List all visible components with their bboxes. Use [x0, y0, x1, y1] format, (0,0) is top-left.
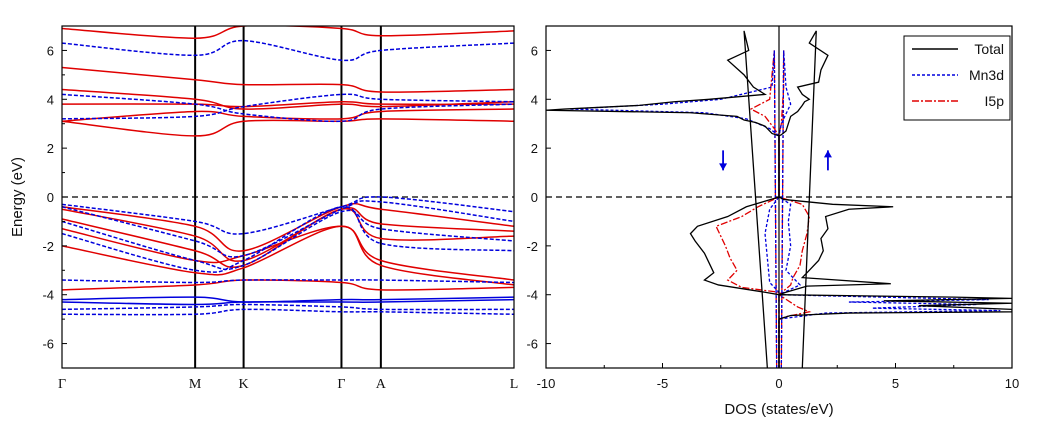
band-line-spin-a: [62, 118, 514, 137]
dos-x-axis-title: DOS (states/eV): [724, 401, 833, 418]
dos-y-tick-label: -4: [526, 288, 538, 303]
band-line-spin-b: [62, 298, 514, 306]
band-line-spin-a: [62, 66, 514, 93]
dos-curve-i5p-up: [777, 50, 812, 368]
dos-legend: Total Mn3d I5p: [903, 35, 1011, 121]
band-line-spin-b: [62, 39, 514, 62]
band-line-spin-b: [62, 93, 514, 123]
kpoint-label: L: [510, 377, 519, 392]
dos-curve-total-down: [546, 30, 780, 368]
dos-x-tick-label: 0: [775, 376, 782, 391]
spin-down-arrow-head: [719, 163, 728, 171]
kpoint-label: M: [189, 377, 202, 392]
dos-y-tick-label: 4: [531, 92, 538, 107]
band-y-tick-label: -6: [42, 337, 54, 352]
legend-label-mn3d: Mn3d: [969, 67, 1004, 83]
dos-y-tick-label: 2: [531, 141, 538, 156]
band-structure-panel: -6 -4 -2 0 2 4 6 Γ M K Γ A L Energy (eV): [9, 25, 518, 392]
dos-curve-total-up: [778, 30, 1012, 368]
band-line-spin-a: [62, 208, 514, 268]
legend-label-total: Total: [974, 41, 1004, 57]
kpoint-label: Γ: [337, 377, 345, 392]
band-line-spin-a: [62, 100, 514, 108]
band-y-tick-label: 0: [47, 190, 54, 205]
band-line-spin-b: [62, 279, 514, 284]
legend-box: [903, 35, 1011, 121]
band-line-spin-b: [62, 196, 514, 235]
dos-x-tick-label: 10: [1005, 376, 1019, 391]
dos-y-tick-label: 0: [531, 190, 538, 205]
dos-x-ticks: -10 -5 0 5 10: [537, 363, 1019, 391]
dos-y-tick-label: -2: [526, 239, 538, 254]
band-line-spin-b: [62, 200, 514, 258]
dos-panel: -10 -5 0 5 10 -6 -4 -2 0 2 4 6 DOS (states/eV) Tot…: [526, 25, 1019, 418]
dos-curve-mn3d-down: [569, 50, 780, 368]
band-line-spin-b: [62, 93, 514, 120]
band-line-spin-a: [62, 207, 514, 262]
band-y-axis-title: Energy (eV): [9, 157, 26, 237]
band-line-spin-b: [62, 296, 514, 303]
legend-label-i5p: I5p: [985, 93, 1005, 109]
band-line-spin-a: [62, 225, 514, 281]
band-line-spin-a: [62, 26, 514, 39]
band-y-tick-label: 6: [47, 43, 54, 58]
kpoint-label: Γ: [58, 377, 66, 392]
dos-y-tick-label: -6: [526, 337, 538, 352]
spin-up-arrow-head: [823, 150, 832, 158]
dos-y-tick-label: 6: [531, 43, 538, 58]
band-y-ticks: -6 -4 -2 0 2 4 6: [42, 25, 67, 352]
band-y-tick-label: -2: [42, 239, 54, 254]
band-lines: [62, 26, 514, 316]
dos-x-tick-label: -10: [537, 376, 556, 391]
band-line-spin-a: [62, 88, 514, 110]
band-y-tick-label: 2: [47, 141, 54, 156]
band-line-spin-b: [62, 303, 514, 311]
band-line-spin-a: [62, 225, 514, 286]
band-grid: [62, 26, 514, 368]
band-y-tick-label: 4: [47, 92, 54, 107]
kpoint-label: A: [376, 377, 387, 392]
dos-y-ticks: -6 -4 -2 0 2 4 6: [526, 43, 551, 352]
band-line-spin-a: [62, 108, 514, 123]
spin-arrows: [719, 150, 832, 171]
dos-x-tick-label: -5: [657, 376, 669, 391]
band-line-spin-b: [62, 308, 514, 316]
band-line-spin-b: [62, 206, 514, 273]
dos-x-tick-label: 5: [892, 376, 899, 391]
dos-lines: [546, 26, 1012, 368]
band-y-tick-label: -4: [42, 288, 54, 303]
dos-curve-mn3d-up: [778, 50, 1001, 368]
dos-curve-i5p-down: [715, 50, 780, 368]
kpoint-label: K: [239, 377, 249, 392]
